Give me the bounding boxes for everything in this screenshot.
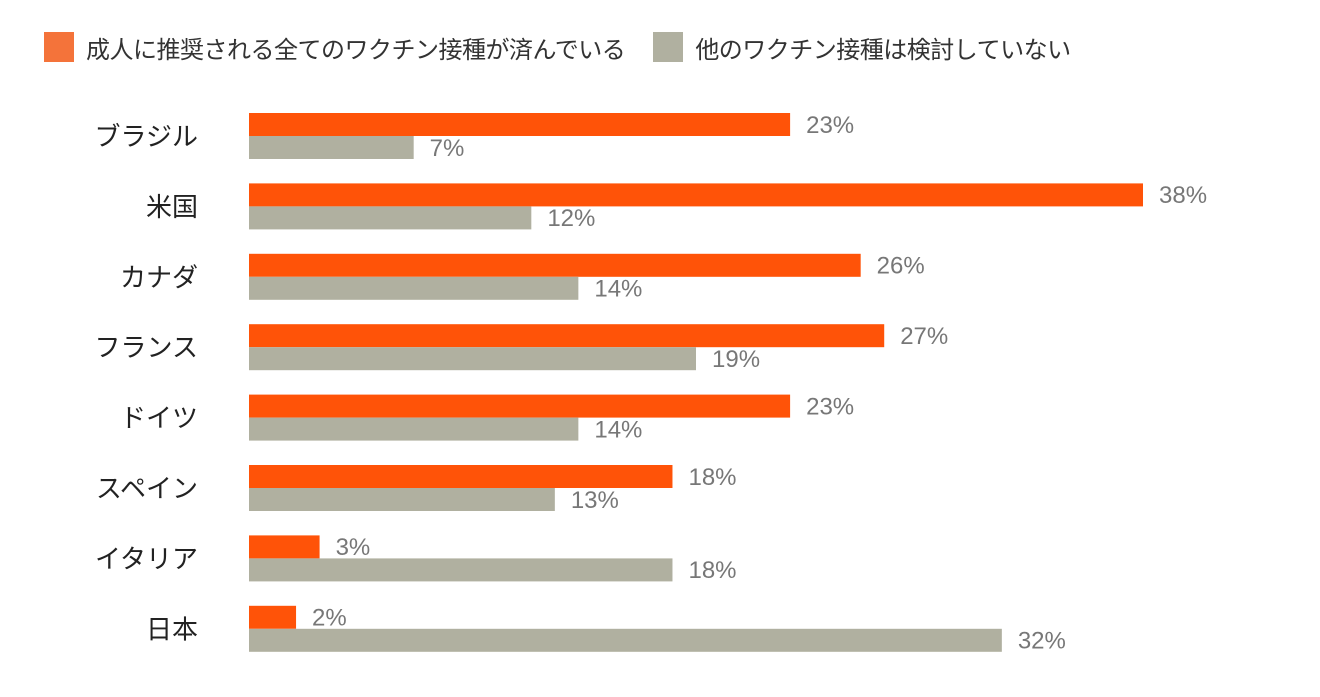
legend-swatch-series2 [653,32,684,62]
data-label: 19% [712,346,760,373]
bar-series1 [249,535,320,559]
bar-series1 [249,253,861,277]
legend-label-series2: 他のワクチン接種は検討していない [695,35,1071,64]
category-label: ブラジル [95,123,198,153]
category-label: フランス [95,334,198,364]
category-label: 米国 [146,193,198,223]
bar-series1 [249,465,673,488]
bar-series1 [249,605,297,629]
legend-swatch-series1 [44,32,74,62]
bar-series1 [249,113,791,136]
data-label: 14% [594,416,642,443]
bar-series2 [249,347,696,371]
bar-series1 [249,183,1143,207]
category-label: イタリア [95,545,198,575]
bar-series2 [249,206,532,230]
bar-series1 [249,324,885,348]
bar-series2 [249,276,579,300]
category-label: ドイツ [120,404,198,434]
bar-series1 [249,394,791,418]
category-label: スペイン [96,475,198,505]
category-label: カナダ [120,263,198,293]
legend: 成人に推奨される全てのワクチン接種が済んでいる 他のワクチン接種は検討していない [44,30,1099,64]
legend-item-series2: 他のワクチン接種は検討していない [653,30,1071,65]
data-label: 7% [430,135,465,162]
data-label: 2% [312,605,347,632]
data-label: 3% [336,534,371,561]
data-label: 26% [877,253,925,280]
data-label: 18% [688,557,736,584]
legend-item-series1: 成人に推奨される全てのワクチン接種が済んでいる [44,30,626,65]
data-label: 38% [1159,182,1207,209]
category-label: 日本 [146,615,198,645]
legend-label-series1: 成人に推奨される全てのワクチン接種が済んでいる [86,35,626,64]
data-label: 13% [571,487,619,514]
bar-series2 [249,628,1002,652]
bar-series2 [249,558,673,582]
data-label: 27% [900,323,948,350]
data-label: 14% [594,276,642,303]
bar-series2 [249,136,414,159]
bar-series2 [249,488,555,511]
data-label: 32% [1018,628,1066,655]
data-label: 23% [806,112,854,139]
bar-series2 [249,417,579,441]
data-label: 23% [806,393,854,420]
data-label: 12% [547,205,595,232]
data-label: 18% [688,464,736,491]
